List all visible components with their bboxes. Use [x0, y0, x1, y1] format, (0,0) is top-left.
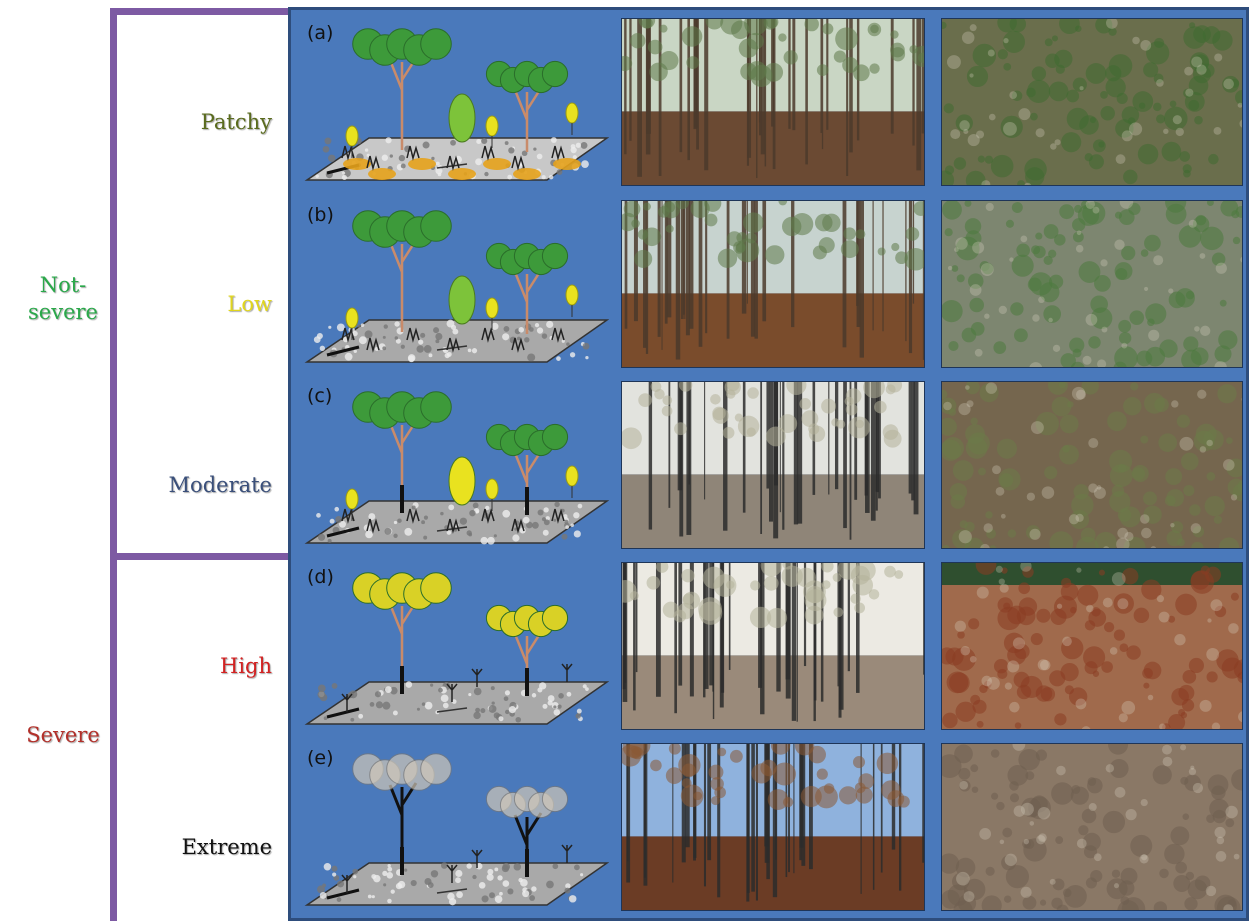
photo-aerial-c	[941, 381, 1243, 549]
photo-woodland-b	[621, 200, 925, 368]
illustration-svg	[304, 391, 609, 545]
photo-woodland-e	[621, 743, 925, 911]
illustration-svg	[304, 28, 609, 181]
severity-label-high: High	[220, 654, 272, 678]
photo-woodland-d	[621, 562, 925, 730]
bracket-severe	[110, 560, 300, 921]
row-letter: (a)	[307, 22, 334, 44]
photo-woodland-svg	[622, 382, 924, 548]
photo-aerial-d	[941, 562, 1243, 730]
photo-woodland-svg	[622, 744, 924, 910]
photo-woodland-svg	[622, 563, 924, 729]
photo-woodland-a	[621, 18, 925, 186]
illustration-e: (e)	[297, 743, 609, 911]
illustration-svg	[304, 572, 609, 725]
photo-aerial-a	[941, 18, 1243, 186]
illustration-svg	[304, 210, 609, 363]
severity-label-moderate: Moderate	[168, 473, 272, 497]
severity-label-patchy: Patchy	[200, 110, 272, 134]
row-letter: (c)	[307, 385, 333, 407]
group-label-not-severe: Not- severe	[28, 273, 98, 324]
bracket-not-severe	[110, 8, 300, 560]
photo-woodland-c	[621, 381, 925, 549]
row-letter: (e)	[307, 747, 334, 769]
severity-label-extreme: Extreme	[181, 835, 272, 859]
photo-aerial-b	[941, 200, 1243, 368]
illustration-b: (b)	[297, 200, 609, 368]
photo-aerial-svg	[942, 19, 1242, 185]
illustration-a: (a)	[297, 18, 609, 186]
group-label-severe: Severe	[26, 723, 100, 747]
illustration-c: (c)	[297, 381, 609, 549]
photo-aerial-svg	[942, 744, 1242, 910]
row-letter: (b)	[307, 204, 334, 226]
photo-aerial-svg	[942, 382, 1242, 548]
photo-woodland-svg	[622, 19, 924, 185]
photo-aerial-e	[941, 743, 1243, 911]
severity-panel: (a) (b) (c) (d) (e)	[288, 7, 1249, 921]
photo-aerial-svg	[942, 563, 1242, 729]
photo-woodland-svg	[622, 201, 924, 367]
row-letter: (d)	[307, 566, 334, 588]
illustration-svg	[304, 753, 609, 906]
severity-label-low: Low	[227, 292, 272, 316]
illustration-d: (d)	[297, 562, 609, 730]
photo-aerial-svg	[942, 201, 1242, 367]
